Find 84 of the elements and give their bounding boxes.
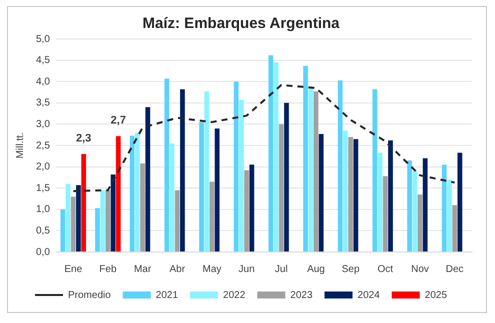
bar [452,205,458,252]
legend-label: 2022 [223,290,246,301]
bar [378,152,383,252]
bar [318,134,324,252]
x-tick-label: May [202,264,222,275]
x-tick-label: Nov [411,264,429,275]
bar [303,66,308,252]
legend-label: 2025 [424,290,448,301]
bar [278,124,284,252]
bar [239,100,244,252]
y-tick-label: 0,0 [36,246,50,258]
bar [199,122,204,252]
y-axis-title: Mill.tt. [14,132,26,159]
line-series [72,84,456,192]
bar [412,171,418,252]
bar [70,196,76,252]
bar [457,152,462,252]
y-tick-label: 2,5 [36,140,50,152]
bar [308,87,314,252]
y-tick-label: 2,0 [36,162,50,173]
y-tick-label: 3,5 [36,98,50,109]
bar [66,184,70,252]
y-tick-label: 4,5 [36,55,50,66]
bar [314,91,318,252]
x-tick-label: Dec [446,264,464,275]
bar [274,62,278,252]
bar [407,160,412,252]
bar [338,80,343,252]
legend-label: 2023 [290,290,313,301]
bar [170,143,174,252]
bar [249,164,254,252]
bar [214,128,220,252]
bar [100,190,106,252]
chart-title: Maíz: Embarques Argentina [142,15,340,32]
y-tick-label: 5,0 [36,34,50,45]
bar [95,208,100,252]
x-tick-label: Jun [238,264,255,275]
x-tick-label: Feb [99,264,117,275]
x-tick-label: Aug [307,264,325,275]
bar [244,170,250,252]
bar [145,107,150,252]
bar [348,136,354,252]
bar [268,55,274,252]
bar [60,209,66,252]
x-tick-label: Ene [64,264,83,275]
bar [418,194,422,252]
data-label: 2,3 [76,132,92,145]
bar [382,176,388,252]
legend-label: Promedio [68,290,112,301]
bar [284,102,289,252]
y-tick-label: 3,0 [36,118,50,130]
bar [180,89,185,252]
data-label: 2,7 [110,114,126,127]
bar [210,182,214,252]
x-tick-label: Sep [342,264,360,275]
bar [164,78,170,252]
bar [106,190,110,252]
legend-label: 2021 [156,290,178,301]
x-tick-label: Oct [378,264,394,275]
bar [353,139,358,252]
bar [130,136,135,252]
y-tick-label: 1,0 [36,204,50,216]
y-tick-label: 1,5 [36,182,50,194]
bar [140,163,145,252]
bar [134,132,140,252]
bar [388,140,393,252]
bar [442,164,447,252]
bar [447,180,452,252]
y-tick-label: 0,5 [36,225,50,236]
bar [422,158,428,252]
x-tick-label: Jul [274,264,288,275]
bar [372,89,378,252]
bar [234,82,239,252]
bar [204,91,210,252]
bar [76,185,81,252]
bar [110,174,116,252]
bar [81,154,86,252]
x-tick-label: Mar [134,264,152,275]
bar [174,190,180,252]
x-tick-label: Abr [169,264,186,275]
y-tick-label: 4,0 [36,76,50,88]
bar [116,136,121,252]
bar [343,130,348,252]
legend-label: 2024 [358,290,380,301]
